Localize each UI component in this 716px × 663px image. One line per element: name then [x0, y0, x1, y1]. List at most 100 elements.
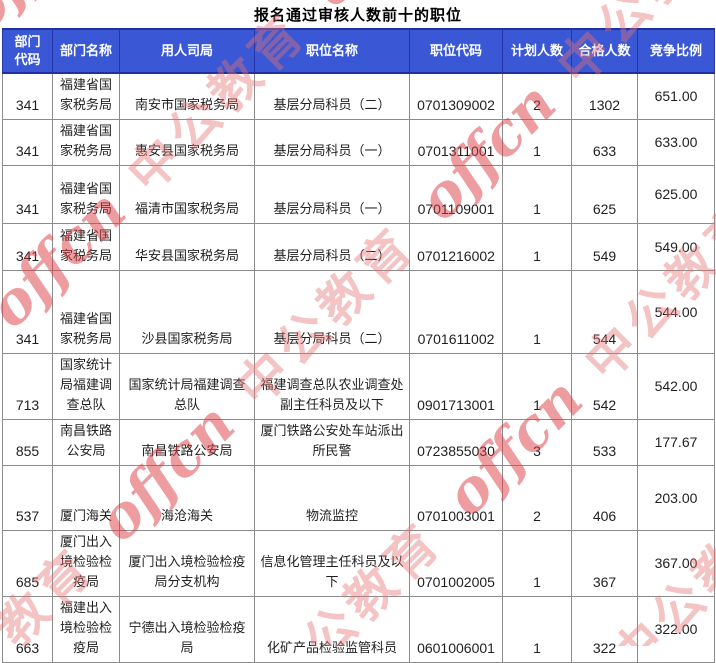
cell-planned: 1	[502, 223, 572, 271]
cell-dept-name: 福建省国 家税务局	[52, 119, 120, 166]
cell-position-code: 0601006001	[409, 596, 503, 663]
table-row: 341 福建省国 家税务局 福清市国家税务局 基层分局科员（一） 0701109001 1…	[2, 165, 715, 224]
cell-planned: 3	[502, 419, 572, 466]
cell-dept-code: 341	[2, 72, 53, 120]
cell-ratio: 633.00	[637, 119, 715, 166]
cell-qualified: 533	[571, 419, 638, 466]
table-row: 341 福建省国 家税务局 沙县国家税务局 基层分局科员（二） 0701611002 1 5…	[2, 270, 715, 354]
column-header-bureau: 用人司局	[119, 28, 255, 74]
cell-position: 基层分局科员（二）	[254, 72, 410, 120]
cell-ratio: 177.67	[637, 419, 715, 466]
cell-position: 基层分局科员（二）	[254, 223, 410, 271]
cell-planned: 2	[502, 465, 572, 531]
cell-planned: 1	[502, 353, 572, 420]
table-row: 685 厦门出入 境检验检 疫局 厦门出入境检验检疫 局分支机构 信息化管理主任科员及…	[2, 530, 715, 597]
cell-dept-name: 南昌铁路 公安局	[52, 419, 120, 466]
cell-position-code: 0901713001	[409, 353, 503, 420]
cell-ratio: 651.00	[637, 72, 715, 120]
table-row: 341 福建省国 家税务局 南安市国家税务局 基层分局科员（二） 0701309002 2…	[2, 72, 715, 120]
cell-planned: 2	[502, 72, 572, 120]
cell-bureau: 华安县国家税务局	[119, 223, 255, 271]
cell-qualified: 367	[571, 530, 638, 597]
cell-position: 物流监控	[254, 465, 410, 531]
cell-bureau: 南昌铁路公安局	[119, 419, 255, 466]
cell-planned: 1	[502, 119, 572, 166]
top-positions-table: 部门 代码 部门名称 用人司局 职位名称 职位代码 计划人数 合格人数 竞争比例 341 福建省…	[2, 28, 715, 663]
cell-qualified: 544	[571, 270, 638, 354]
table-header-row: 部门 代码 部门名称 用人司局 职位名称 职位代码 计划人数 合格人数 竞争比例	[2, 28, 715, 74]
cell-ratio: 367.00	[637, 530, 715, 597]
cell-dept-name: 福建省国 家税务局	[52, 72, 120, 120]
cell-bureau: 福清市国家税务局	[119, 165, 255, 224]
cell-position: 基层分局科员（一）	[254, 165, 410, 224]
cell-dept-name: 福建省国 家税务局	[52, 270, 120, 354]
cell-dept-code: 341	[2, 119, 53, 166]
cell-bureau: 海沧海关	[119, 465, 255, 531]
column-header-position-code: 职位代码	[409, 28, 503, 74]
cell-bureau: 惠安县国家税务局	[119, 119, 255, 166]
cell-bureau: 沙县国家税务局	[119, 270, 255, 354]
cell-position: 福建调查总队农业调查处 副主任科员及以下	[254, 353, 410, 420]
cell-dept-name: 国家统计 局福建调 查总队	[52, 353, 120, 420]
column-header-dept-code: 部门 代码	[2, 28, 53, 74]
cell-dept-code: 341	[2, 223, 53, 271]
column-header-qualified: 合格人数	[571, 28, 638, 74]
cell-position-code: 0701311001	[409, 119, 503, 166]
cell-dept-code: 537	[2, 465, 53, 531]
cell-position: 基层分局科员（一）	[254, 119, 410, 166]
cell-planned: 1	[502, 530, 572, 597]
cell-position-code: 0701003001	[409, 465, 503, 531]
cell-qualified: 633	[571, 119, 638, 166]
table-row: 713 国家统计 局福建调 查总队 国家统计局福建调查 总队 福建调查总队农业调查处 …	[2, 353, 715, 420]
cell-position-code: 0701309002	[409, 72, 503, 120]
cell-qualified: 322	[571, 596, 638, 663]
column-header-ratio: 竞争比例	[637, 28, 715, 74]
cell-dept-code: 855	[2, 419, 53, 466]
table-row: 537 厦门海关 海沧海关 物流监控 0701003001 2 406 203.00	[2, 465, 715, 531]
cell-ratio: 322.00	[637, 596, 715, 663]
cell-dept-code: 341	[2, 165, 53, 224]
cell-bureau: 国家统计局福建调查 总队	[119, 353, 255, 420]
cell-bureau: 宁德出入境检验检疫 局	[119, 596, 255, 663]
cell-dept-name: 福建省国 家税务局	[52, 223, 120, 271]
table-row: 341 福建省国 家税务局 惠安县国家税务局 基层分局科员（一） 0701311001 1…	[2, 119, 715, 166]
cell-ratio: 625.00	[637, 165, 715, 224]
cell-planned: 1	[502, 596, 572, 663]
table-row: 663 福建出入 境检验检 疫局 宁德出入境检验检疫 局化矿产品检验监管科员 0601…	[2, 596, 715, 663]
cell-planned: 1	[502, 270, 572, 354]
cell-qualified: 406	[571, 465, 638, 531]
cell-qualified: 625	[571, 165, 638, 224]
column-header-dept-name: 部门名称	[52, 28, 120, 74]
cell-bureau: 南安市国家税务局	[119, 72, 255, 120]
cell-dept-name: 厦门海关	[52, 465, 120, 531]
cell-ratio: 542.00	[637, 353, 715, 420]
cell-dept-code: 685	[2, 530, 53, 597]
cell-ratio: 549.00	[637, 223, 715, 271]
column-header-planned: 计划人数	[502, 28, 572, 74]
cell-ratio: 203.00	[637, 465, 715, 531]
cell-position: 信息化管理主任科员及以 下	[254, 530, 410, 597]
table-row: 341 福建省国 家税务局 华安县国家税务局 基层分局科员（二） 0701216002 1…	[2, 223, 715, 271]
cell-qualified: 549	[571, 223, 638, 271]
cell-position-code: 0701109001	[409, 165, 503, 224]
cell-dept-code: 341	[2, 270, 53, 354]
cell-dept-code: 663	[2, 596, 53, 663]
cell-position-code: 0701611002	[409, 270, 503, 354]
cell-dept-name: 福建出入 境检验检 疫局	[52, 596, 120, 663]
cell-qualified: 542	[571, 353, 638, 420]
cell-position: 基层分局科员（二）	[254, 270, 410, 354]
column-header-position: 职位名称	[254, 28, 410, 74]
cell-dept-name: 福建省国 家税务局	[52, 165, 120, 224]
cell-position-code: 0701002005	[409, 530, 503, 597]
cell-position: 化矿产品检验监管科员	[254, 596, 410, 663]
cell-position: 厦门铁路公安处车站派出 所民警	[254, 419, 410, 466]
table-row: 855 南昌铁路 公安局 南昌铁路公安局 厦门铁路公安处车站派出 所民警 0723855…	[2, 419, 715, 466]
cell-dept-code: 713	[2, 353, 53, 420]
page-title: 报名通过审核人数前十的职位	[253, 7, 462, 24]
cell-planned: 1	[502, 165, 572, 224]
cell-position-code: 0701216002	[409, 223, 503, 271]
cell-ratio: 544.00	[637, 270, 715, 354]
cell-position-code: 0723855030	[409, 419, 503, 466]
cell-dept-name: 厦门出入 境检验检 疫局	[52, 530, 120, 597]
cell-qualified: 1302	[571, 72, 638, 120]
